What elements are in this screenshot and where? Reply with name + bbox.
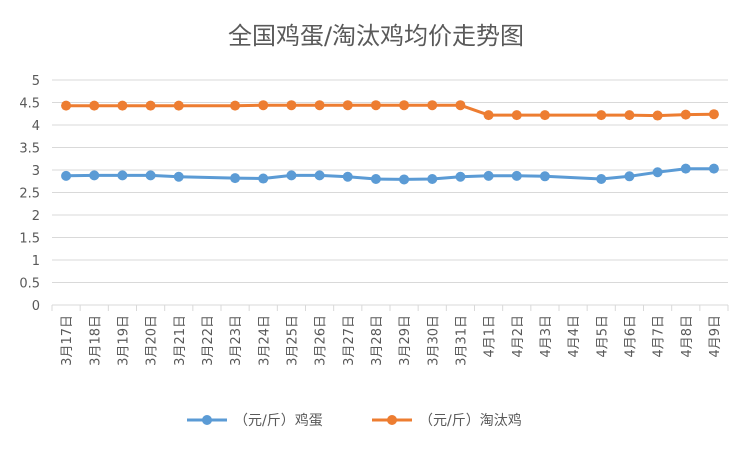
data-point bbox=[230, 173, 241, 184]
series-line bbox=[66, 103, 714, 118]
data-point bbox=[652, 110, 663, 121]
chart-title: 全国鸡蛋/淘汰鸡均价走势图 bbox=[228, 22, 524, 50]
data-point bbox=[145, 100, 156, 111]
data-point bbox=[680, 163, 691, 174]
data-point bbox=[708, 109, 719, 120]
x-tick-label: 3月23日 bbox=[229, 315, 244, 366]
data-point bbox=[145, 170, 156, 181]
x-tick-label: 3月30日 bbox=[426, 315, 441, 366]
data-point bbox=[370, 100, 381, 111]
data-point bbox=[455, 171, 466, 182]
data-point bbox=[596, 110, 607, 121]
legend-marker-eggs bbox=[202, 415, 212, 425]
legend: （元/斤）鸡蛋 （元/斤）淘汰鸡 bbox=[187, 412, 522, 429]
x-tick-label: 4月5日 bbox=[595, 315, 610, 358]
data-point bbox=[258, 173, 269, 184]
x-tick-label: 3月24日 bbox=[257, 315, 272, 366]
data-point bbox=[483, 110, 494, 121]
x-tick-label: 3月26日 bbox=[314, 315, 329, 366]
x-tick-label: 3月17日 bbox=[60, 315, 75, 366]
x-tick-label: 3月20日 bbox=[145, 315, 160, 366]
data-point bbox=[399, 174, 410, 185]
x-tick-label: 4月2日 bbox=[511, 315, 526, 358]
y-tick-label: 2 bbox=[32, 209, 40, 224]
data-point bbox=[342, 171, 353, 182]
data-point bbox=[596, 174, 607, 184]
x-tick-label: 3月21日 bbox=[173, 315, 188, 366]
series-layer bbox=[61, 100, 719, 185]
x-tick-label: 3月29日 bbox=[398, 315, 413, 366]
x-tick-label: 3月22日 bbox=[201, 315, 216, 366]
data-point bbox=[61, 170, 72, 181]
x-tick-label: 4月1日 bbox=[483, 315, 498, 358]
data-point bbox=[286, 100, 297, 111]
x-tick-label: 3月18日 bbox=[88, 315, 103, 366]
series-line bbox=[66, 167, 714, 181]
y-tick-label: 5 bbox=[32, 74, 40, 89]
data-point bbox=[173, 171, 184, 182]
data-point bbox=[511, 110, 522, 121]
data-point bbox=[399, 100, 410, 111]
legend-label-hens: （元/斤）淘汰鸡 bbox=[419, 412, 522, 429]
data-point bbox=[258, 100, 269, 111]
data-point bbox=[511, 170, 522, 181]
data-point bbox=[89, 100, 100, 111]
data-point bbox=[427, 174, 438, 184]
data-point bbox=[173, 100, 184, 111]
legend-marker-hens bbox=[387, 415, 397, 425]
data-point bbox=[314, 170, 325, 181]
data-point bbox=[314, 100, 325, 111]
legend-label-eggs: （元/斤）鸡蛋 bbox=[234, 412, 323, 429]
data-point bbox=[61, 100, 72, 111]
y-tick-label: 3 bbox=[32, 164, 40, 179]
data-point bbox=[624, 171, 635, 182]
x-tick-label: 4月4日 bbox=[567, 315, 582, 358]
data-point bbox=[539, 110, 550, 121]
series-0 bbox=[61, 163, 719, 185]
x-tick-label: 4月9日 bbox=[708, 315, 723, 358]
data-point bbox=[455, 100, 466, 111]
data-point bbox=[117, 170, 128, 181]
y-tick-label: 1 bbox=[32, 254, 40, 269]
data-point bbox=[370, 174, 381, 184]
x-tick-label: 3月25日 bbox=[285, 315, 300, 366]
y-tick-label: 0 bbox=[32, 299, 40, 314]
x-tick-label: 3月27日 bbox=[342, 315, 357, 366]
axes: 0 0.5 1 1.5 2 2.5 3 3.5 4 4.5 5 3月17日 3月18日 3月19日 3月20… bbox=[19, 74, 729, 366]
gridlines bbox=[52, 79, 728, 306]
x-tick-label: 3月28日 bbox=[370, 315, 385, 366]
data-point bbox=[624, 110, 635, 121]
y-tick-label: 0.5 bbox=[19, 277, 40, 292]
data-point bbox=[286, 170, 297, 181]
x-tick-label: 3月31日 bbox=[454, 315, 469, 366]
data-point bbox=[427, 100, 438, 111]
data-point bbox=[483, 170, 494, 181]
data-point bbox=[708, 163, 719, 174]
y-tick-label: 4 bbox=[32, 119, 40, 134]
data-point bbox=[89, 170, 100, 181]
x-tick-label: 4月6日 bbox=[623, 315, 638, 358]
data-point bbox=[539, 171, 550, 182]
data-point bbox=[342, 100, 353, 111]
data-point bbox=[117, 100, 128, 111]
x-tick-label: 3月19日 bbox=[116, 315, 131, 366]
x-tick-label: 4月8日 bbox=[680, 315, 695, 358]
y-tick-label: 3.5 bbox=[19, 142, 40, 157]
y-tick-label: 4.5 bbox=[19, 97, 40, 112]
y-tick-label: 2.5 bbox=[19, 187, 40, 202]
data-point bbox=[680, 109, 691, 120]
x-tick-label: 4月3日 bbox=[539, 315, 554, 358]
data-point bbox=[652, 167, 663, 178]
data-point bbox=[230, 100, 241, 111]
y-tick-label: 1.5 bbox=[19, 232, 40, 247]
x-tick-label: 4月7日 bbox=[652, 315, 667, 358]
series-1 bbox=[61, 100, 719, 121]
